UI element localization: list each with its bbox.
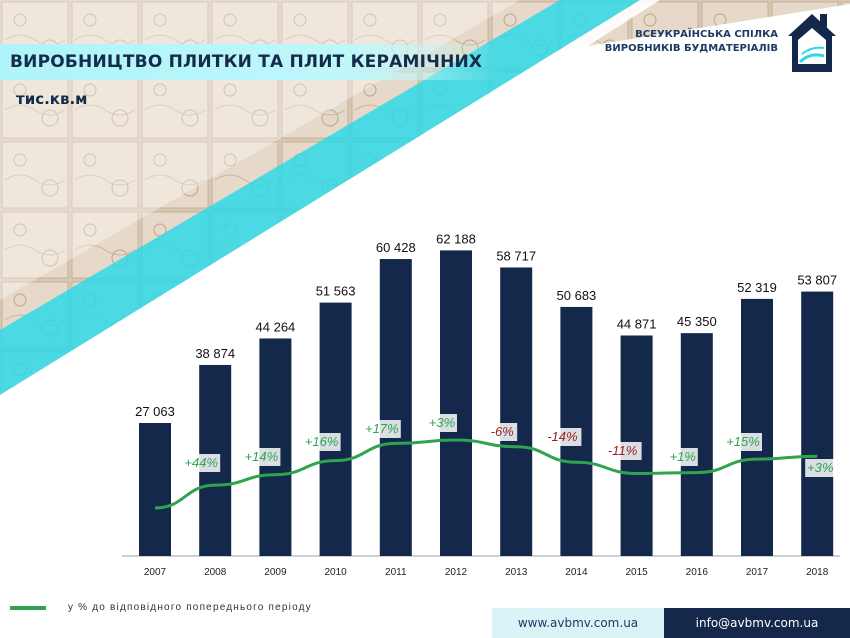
percent-label-bg-4: [362, 420, 401, 438]
value-label-2018: 53 807: [797, 273, 837, 288]
percent-label-2011: +17%: [365, 421, 399, 436]
percent-label-bg-7: [543, 428, 582, 446]
percent-label-bg-6: [487, 423, 518, 441]
tick-label-2013: 2013: [505, 567, 528, 578]
value-label-2007: 27 063: [135, 404, 175, 419]
org-name: ВСЕУКРАЇНСЬКА СПІЛКА ВИРОБНИКІВ БУДМАТЕР…: [605, 28, 778, 56]
tick-label-2008: 2008: [204, 567, 227, 578]
percent-label-2016: +1%: [670, 449, 696, 464]
percent-label-bg-1: [182, 454, 221, 472]
tick-label-2011: 2011: [385, 567, 407, 578]
tick-label-2018: 2018: [806, 567, 829, 578]
bar-2011: [379, 259, 412, 556]
value-label-2010: 51 563: [316, 284, 356, 299]
bar-2018: [801, 291, 834, 556]
bar-2013: [500, 267, 533, 556]
percent-label-bg-11: [805, 459, 836, 477]
org-name-line-1: ВСЕУКРАЇНСЬКА СПІЛКА: [635, 29, 778, 40]
value-label-2014: 50 683: [557, 288, 597, 303]
bar-2010: [319, 302, 352, 556]
value-label-2016: 45 350: [677, 314, 717, 329]
legend: у % до відповідного попереднього періоду: [10, 602, 312, 613]
chart: 27 063 2007 38 874 2008 44 264 2009 51 563 2010…: [122, 231, 840, 578]
bar-2009: [259, 338, 292, 556]
unit-label: тис.кв.м: [16, 90, 88, 108]
percent-label-2013: -6%: [491, 424, 514, 439]
tick-label-2017: 2017: [746, 567, 769, 578]
bar-2017: [741, 298, 773, 556]
white-diagonal-stripe: [0, 0, 660, 420]
value-label-2009: 44 264: [256, 319, 296, 334]
legend-line-swatch: [10, 605, 46, 610]
value-label-2008: 38 874: [195, 346, 235, 361]
percent-label-bg-5: [427, 414, 457, 432]
tick-label-2016: 2016: [686, 567, 709, 578]
percent-label-bg-8: [603, 442, 642, 460]
tick-label-2007: 2007: [144, 567, 167, 578]
percent-label-bg-3: [302, 433, 341, 451]
bar-2012: [440, 250, 472, 557]
percent-label-bg-2: [242, 448, 281, 466]
tick-label-2009: 2009: [264, 567, 287, 578]
growth-line: [154, 438, 818, 510]
bar-2007: [139, 423, 171, 556]
value-label-2012: 62 188: [436, 231, 476, 246]
value-label-2013: 58 717: [496, 248, 536, 263]
value-label-2017: 52 319: [737, 280, 777, 295]
chart-title: ВИРОБНИЦТВО ПЛИТКИ ТА ПЛИТ КЕРАМІЧНИХ: [10, 52, 483, 72]
tick-label-2012: 2012: [445, 567, 468, 578]
tick-label-2015: 2015: [625, 567, 648, 578]
tick-label-2014: 2014: [565, 567, 588, 578]
org-name-line-2: ВИРОБНИКІВ БУДМАТЕРІАЛІВ: [604, 43, 778, 54]
website-link[interactable]: www.avbmv.com.ua: [492, 608, 664, 638]
percent-label-2015: -11%: [608, 443, 637, 458]
house-logo-icon: [788, 14, 836, 72]
value-label-2015: 44 871: [617, 316, 657, 331]
percent-label-2008: +44%: [184, 455, 218, 470]
percent-label-2009: +14%: [245, 449, 279, 464]
title-band: [0, 44, 500, 80]
percent-label-2010: +16%: [305, 434, 339, 449]
percent-label-2017: +15%: [726, 434, 760, 449]
legend-label: у % до відповідного попереднього періоду: [68, 602, 312, 613]
tick-label-2010: 2010: [324, 567, 347, 578]
percent-label-2018: +3%: [807, 460, 833, 475]
value-label-2011: 60 428: [376, 240, 416, 255]
bar-2016: [680, 333, 713, 556]
email-link[interactable]: info@avbmv.com.ua: [664, 608, 850, 638]
percent-label-2012: +3%: [429, 415, 455, 430]
percent-label-bg-10: [724, 433, 762, 451]
percent-label-bg-9: [667, 448, 698, 466]
percent-label-2014: -14%: [547, 429, 577, 444]
